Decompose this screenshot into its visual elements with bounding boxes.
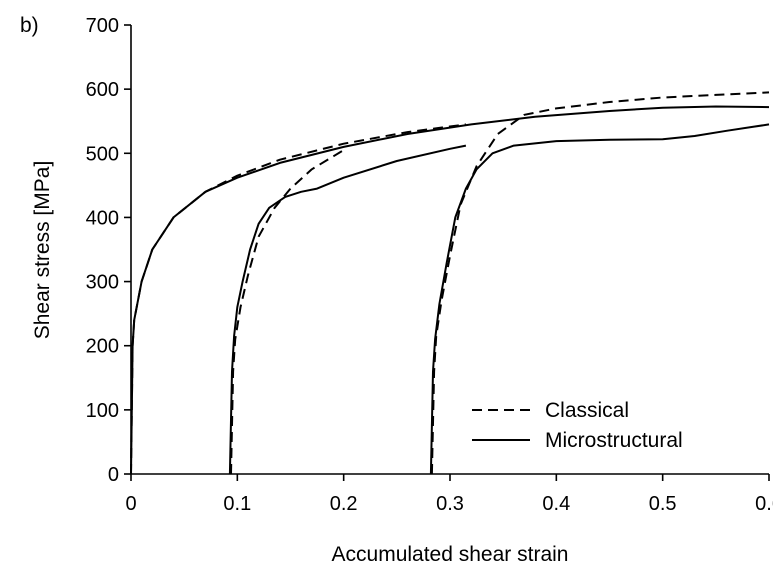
y-tick-label: 0 [108,464,119,486]
legend-label-classical: Classical [545,399,629,422]
y-tick-label: 400 [86,207,119,229]
x-tick-label: 0.2 [330,493,358,515]
series-line-microstructural [130,105,770,475]
legend-label-microstructural: Microstructural [545,429,683,452]
x-tick-label: 0.5 [649,493,677,515]
y-tick-label: 600 [86,79,119,101]
series-line-microstructural [429,123,770,475]
series-line-classical [430,91,770,475]
x-tick-label: 0 [125,493,136,515]
y-tick-label: 700 [86,15,119,37]
series-line-classical [130,123,467,475]
y-tick-label: 100 [86,400,119,422]
y-tick-label: 500 [86,143,119,165]
y-axis-ticks: 0 100 200 300 400 500 600 700 [86,15,131,486]
plot-area [130,25,770,475]
x-axis-ticks: 0 0.1 0.2 0.3 0.4 0.5 0.6 [125,474,773,515]
panel-label: b) [20,14,39,37]
x-tick-label: 0.3 [436,493,464,515]
series-line-classical [230,149,345,475]
series-microstructural [130,105,770,475]
x-tick-label: 0.6 [755,493,773,515]
x-tick-label: 0.4 [542,493,570,515]
y-axis-title: Shear stress [MPa] [31,161,54,340]
y-tick-label: 200 [86,336,119,358]
series-line-microstructural [228,144,467,475]
y-tick-label: 300 [86,272,119,294]
x-axis-title: Accumulated shear strain [332,543,569,566]
x-tick-label: 0.1 [223,493,251,515]
legend: Classical Microstructural [472,399,683,452]
